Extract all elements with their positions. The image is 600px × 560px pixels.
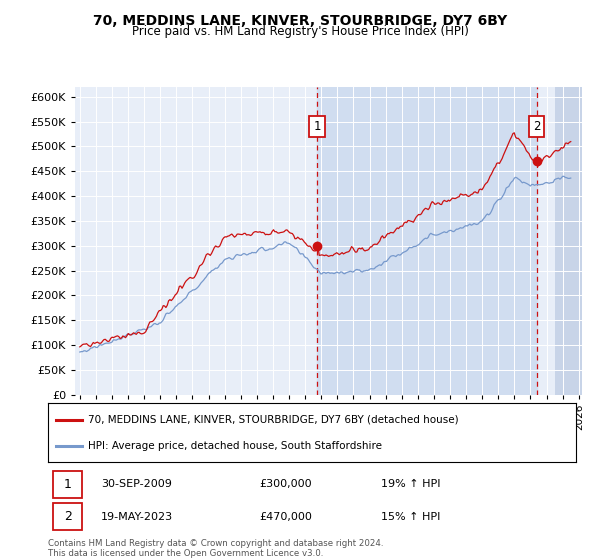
Text: £470,000: £470,000 [259,512,312,521]
Text: 15% ↑ HPI: 15% ↑ HPI [380,512,440,521]
Text: 30-SEP-2009: 30-SEP-2009 [101,479,172,489]
Text: 19% ↑ HPI: 19% ↑ HPI [380,479,440,489]
Text: 1: 1 [64,478,72,491]
FancyBboxPatch shape [53,503,82,530]
Text: £300,000: £300,000 [259,479,312,489]
Text: 1: 1 [313,120,321,133]
Text: Price paid vs. HM Land Registry's House Price Index (HPI): Price paid vs. HM Land Registry's House … [131,25,469,38]
Text: 70, MEDDINS LANE, KINVER, STOURBRIDGE, DY7 6BY: 70, MEDDINS LANE, KINVER, STOURBRIDGE, D… [93,14,507,28]
Bar [317,87,536,395]
Text: Contains HM Land Registry data © Crown copyright and database right 2024.
This d: Contains HM Land Registry data © Crown c… [48,539,383,558]
Text: 2: 2 [64,510,72,523]
Text: 2: 2 [533,120,541,133]
Text: 19-MAY-2023: 19-MAY-2023 [101,512,173,521]
Bar [554,87,582,395]
FancyBboxPatch shape [53,471,82,498]
Text: HPI: Average price, detached house, South Staffordshire: HPI: Average price, detached house, Sout… [88,441,382,451]
Text: 70, MEDDINS LANE, KINVER, STOURBRIDGE, DY7 6BY (detached house): 70, MEDDINS LANE, KINVER, STOURBRIDGE, D… [88,414,458,424]
